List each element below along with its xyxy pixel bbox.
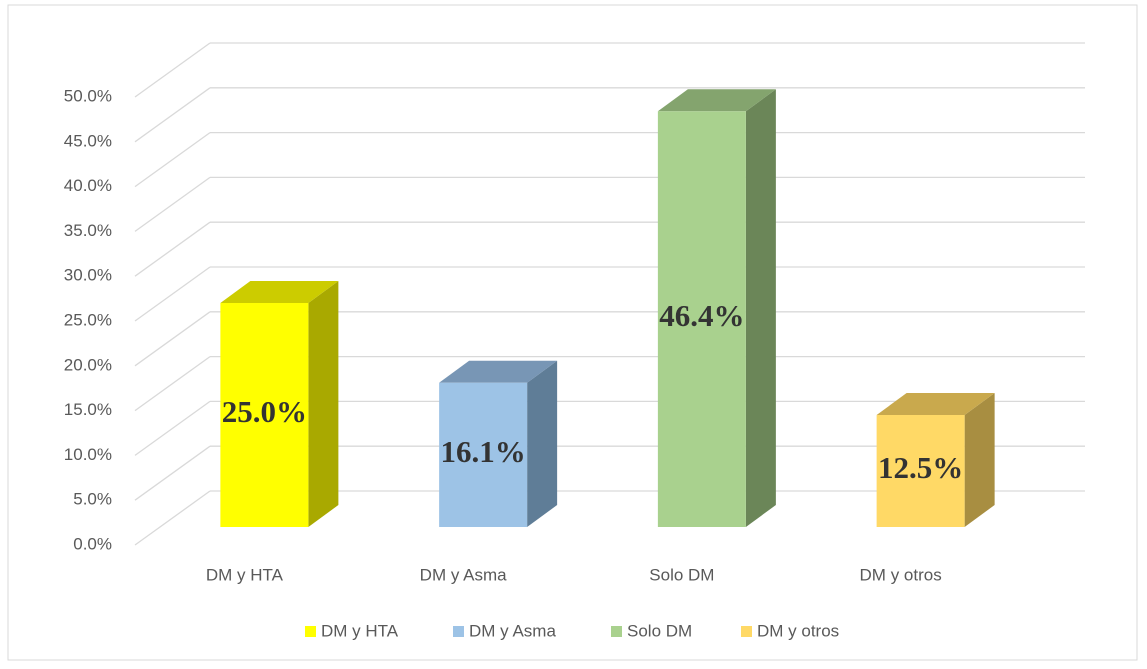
grid-line [134, 490, 211, 546]
legend-swatch [305, 626, 316, 637]
y-tick-label: 20.0% [64, 355, 112, 374]
legend-label: DM y otros [757, 621, 839, 640]
data-label: 16.1% [441, 434, 526, 469]
y-tick-label: 10.0% [64, 445, 112, 464]
grid-line [134, 132, 211, 188]
x-tick-label: DM y Asma [420, 565, 507, 584]
grid-line [134, 311, 211, 367]
bar [876, 415, 965, 527]
y-tick-label: 45.0% [64, 131, 112, 150]
bar-side [745, 89, 776, 528]
legend-label: DM y Asma [469, 621, 556, 640]
chart-border [7, 4, 1138, 661]
bar-side [527, 360, 558, 527]
bar-side [308, 281, 339, 527]
legend-swatch [611, 626, 622, 637]
data-label: 46.4% [659, 298, 744, 333]
grid-line [134, 266, 211, 322]
bar-side [964, 393, 995, 527]
y-tick-label: 35.0% [64, 221, 112, 240]
legend-label: DM y HTA [321, 621, 399, 640]
grid-line [134, 356, 211, 412]
y-tick-label: 15.0% [64, 400, 112, 419]
data-label: 12.5% [878, 450, 963, 485]
legend-label: Solo DM [627, 621, 692, 640]
grid-line [134, 221, 211, 277]
bar-top [657, 89, 776, 112]
legend-swatch [453, 626, 464, 637]
y-tick-label: 50.0% [64, 86, 112, 105]
x-tick-label: DM y HTA [206, 565, 284, 584]
bar-top [220, 281, 339, 303]
bar-top [439, 360, 558, 383]
bar-top [876, 393, 995, 415]
y-tick-label: 40.0% [64, 176, 112, 195]
y-tick-label: 30.0% [64, 266, 112, 285]
data-label: 25.0% [222, 394, 307, 429]
bar [657, 111, 746, 528]
x-tick-label: DM y otros [860, 565, 942, 584]
grid-line [134, 176, 211, 232]
grid-line [134, 87, 211, 143]
y-tick-label: 25.0% [64, 310, 112, 329]
bar [220, 303, 309, 527]
x-tick-label: Solo DM [649, 565, 714, 584]
y-tick-label: 5.0% [73, 490, 112, 509]
grid-line [134, 445, 211, 501]
bar [439, 382, 528, 527]
grid-line [134, 400, 211, 456]
grid-line [134, 42, 211, 98]
y-tick-label: 0.0% [73, 534, 112, 553]
legend-swatch [741, 626, 752, 637]
